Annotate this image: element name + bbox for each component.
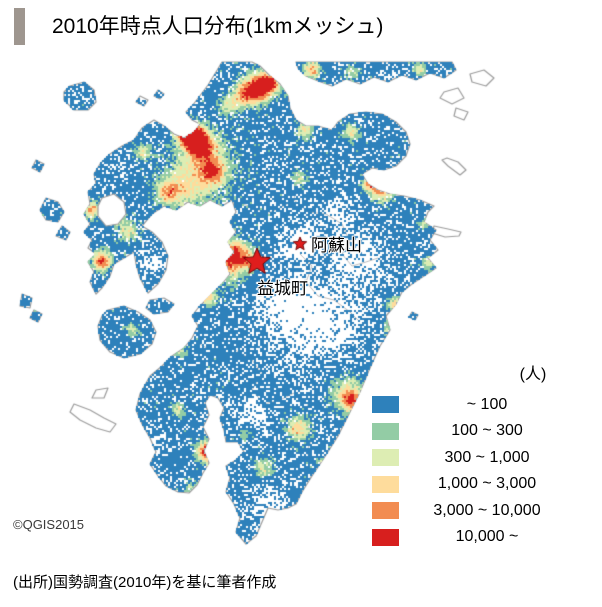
legend-label: 10,000 ~ [455,528,519,545]
legend-row: 3,000 ~ 10,000 [372,502,575,519]
legend-swatch-red [372,528,399,546]
legend-swatch-orange [372,502,399,519]
map-copyright: ©QGIS2015 [13,517,85,532]
legend-unit-label: (人) [519,366,547,383]
legend-swatch-yellow [372,475,399,493]
legend-label: ~ 100 [466,395,508,413]
legend-label: 300 ~ 1,000 [444,448,530,466]
page-title: 2010年時点人口分布(1kmメッシュ) [52,15,384,38]
legend-swatch-blue [372,396,399,413]
kyushu-population-mesh-map [0,55,602,555]
legend-row: 100 ~ 300 [372,422,575,440]
legend-row: 1,000 ~ 3,000 [372,475,575,493]
legend: ~ 100 100 ~ 300 300 ~ 1,000 1,000 ~ 3,00… [372,396,575,555]
legend-row: 10,000 ~ [372,528,575,546]
source-note: (出所)国勢調査(2010年)を基に筆者作成 [13,574,277,591]
title-accent-bar [14,8,25,45]
map-area: 阿蘇山 益城町 (人) ~ 100 100 ~ 300 300 ~ 1,000 … [0,55,602,555]
legend-label: 100 ~ 300 [451,422,523,439]
map-label-mashiki: 益城町 [257,279,308,298]
legend-label: 1,000 ~ 3,000 [437,475,537,492]
legend-swatch-green [372,422,399,440]
legend-row: ~ 100 [372,396,575,413]
legend-swatch-lightgreen [372,449,399,466]
map-label-aso: 阿蘇山 [311,236,362,255]
legend-row: 300 ~ 1,000 [372,449,575,466]
legend-label: 3,000 ~ 10,000 [433,501,541,519]
